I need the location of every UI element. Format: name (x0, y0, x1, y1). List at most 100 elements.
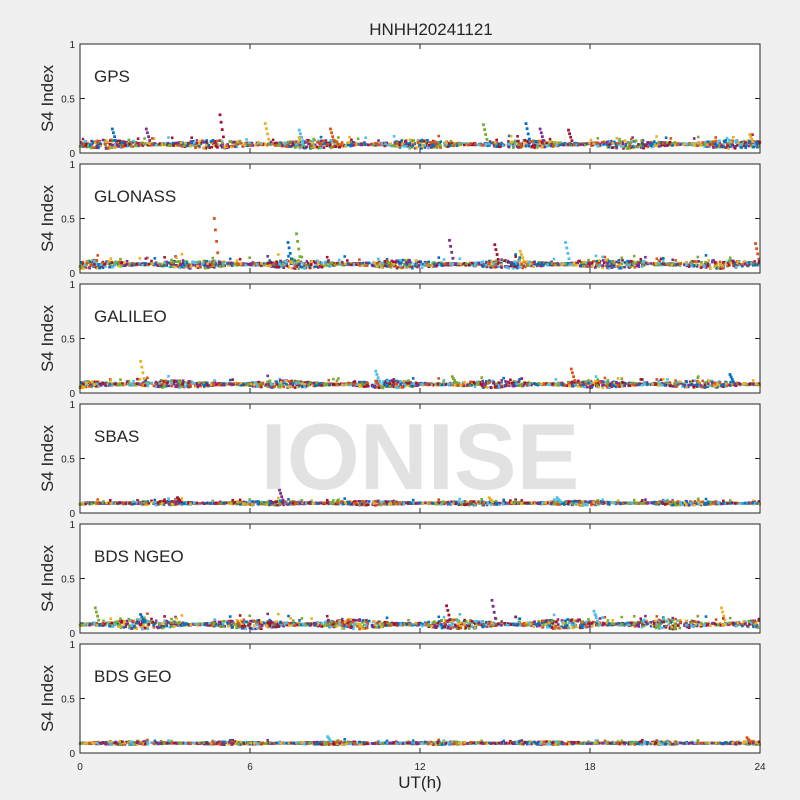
data-point (440, 261, 443, 265)
data-point (298, 381, 301, 385)
data-point (250, 142, 254, 145)
data-point (513, 140, 517, 144)
data-point (422, 139, 426, 143)
data-point (502, 384, 505, 388)
data-point (742, 144, 746, 148)
data-point (174, 141, 178, 145)
data-point (466, 143, 470, 147)
data-point (643, 381, 646, 384)
data-point (128, 140, 132, 144)
data-point (204, 381, 207, 384)
data-point (589, 381, 592, 385)
data-point (189, 265, 193, 268)
data-point (534, 263, 537, 266)
data-point (238, 257, 242, 261)
data-point (445, 141, 448, 144)
data-point (624, 144, 627, 148)
data-point (297, 136, 301, 139)
data-point (517, 259, 520, 263)
data-point (475, 382, 478, 386)
data-point (524, 265, 527, 269)
data-point (300, 144, 303, 148)
data-point (432, 145, 435, 148)
data-point (320, 139, 323, 143)
data-point (248, 384, 252, 387)
data-point (392, 260, 395, 263)
data-point (658, 144, 661, 148)
data-point (401, 258, 405, 262)
data-point (84, 140, 87, 143)
data-point (213, 380, 217, 384)
data-point (708, 142, 711, 146)
data-point (459, 262, 462, 266)
data-point (103, 263, 106, 266)
data-point (174, 380, 178, 384)
data-point (637, 265, 641, 268)
data-point (751, 379, 755, 382)
data-point (585, 142, 588, 145)
data-point (495, 265, 498, 268)
data-point (545, 382, 548, 385)
data-point (192, 260, 195, 264)
data-point (401, 142, 404, 146)
data-point (551, 145, 555, 148)
data-point (176, 379, 179, 383)
data-point (353, 382, 356, 386)
data-point (602, 140, 606, 144)
data-point (509, 134, 513, 138)
data-point (123, 264, 127, 267)
data-point (414, 261, 418, 265)
data-point (469, 142, 473, 145)
data-point (404, 140, 408, 144)
data-point (313, 143, 317, 147)
data-point (132, 379, 135, 383)
data-point (135, 384, 138, 387)
data-point (495, 262, 498, 265)
data-point-spike (568, 132, 571, 136)
data-point (214, 383, 218, 387)
data-point (111, 143, 114, 147)
data-point (443, 141, 446, 145)
data-point (670, 141, 673, 145)
data-point (214, 142, 217, 146)
data-point (533, 146, 536, 149)
data-point (516, 135, 519, 138)
data-point (135, 141, 138, 144)
data-point (724, 139, 727, 142)
data-point (420, 147, 423, 150)
data-point-spike (288, 252, 292, 255)
data-point (214, 262, 218, 265)
data-point (413, 262, 416, 266)
data-point (213, 266, 216, 269)
data-point (614, 144, 618, 147)
data-point (731, 139, 734, 143)
data-point (724, 146, 728, 149)
data-point (522, 264, 525, 268)
data-point (757, 144, 761, 148)
data-point (135, 382, 139, 386)
data-point (665, 381, 669, 385)
data-point (389, 265, 393, 269)
data-point (490, 264, 494, 268)
data-point (300, 382, 304, 385)
data-point (665, 141, 669, 145)
data-point (621, 259, 624, 262)
data-point (392, 263, 396, 266)
data-point (676, 382, 680, 386)
data-point (477, 262, 480, 265)
data-point-spike (329, 127, 332, 131)
data-point (312, 137, 315, 141)
data-point-spike (493, 243, 497, 247)
data-point (457, 143, 461, 147)
data-point (437, 134, 440, 138)
data-point-spike (330, 131, 333, 135)
data-point (324, 382, 328, 386)
data-point (246, 144, 249, 147)
data-point (492, 262, 495, 265)
data-point (534, 140, 538, 143)
data-point (583, 264, 587, 268)
data-point (633, 145, 637, 149)
data-point (425, 261, 428, 265)
data-point (117, 264, 121, 268)
data-point (603, 376, 607, 380)
